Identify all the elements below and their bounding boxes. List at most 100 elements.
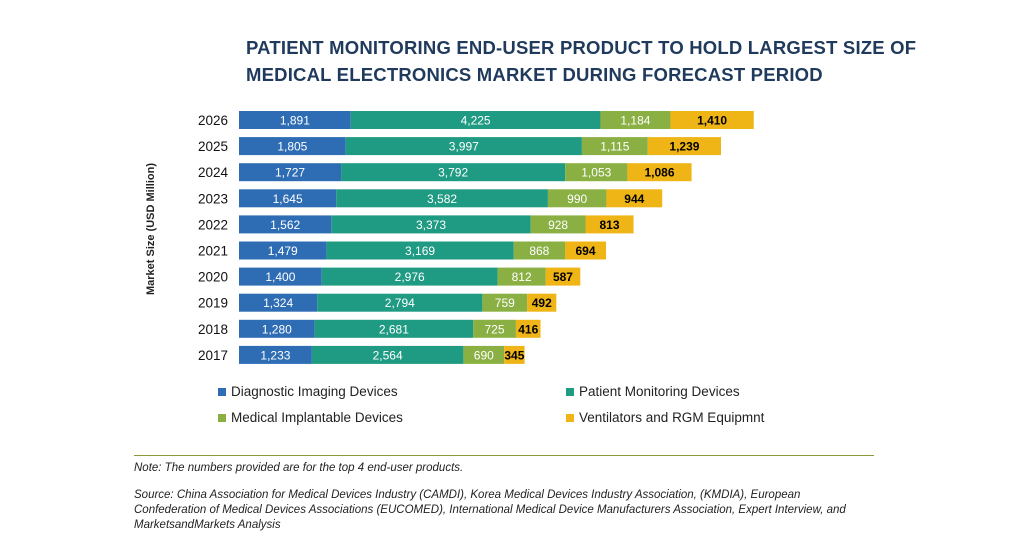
data-label: 1,324 <box>263 296 293 310</box>
bar-segment <box>627 163 692 182</box>
bar-segment <box>564 241 607 260</box>
legend-item-diagnostic-imaging: Diagnostic Imaging Devices <box>218 384 398 399</box>
legend-swatch <box>566 387 574 396</box>
y-tick-label: 2017 <box>198 348 228 363</box>
legend-item-patient-monitoring: Patient Monitoring Devices <box>566 384 740 399</box>
bar-segment <box>239 319 315 338</box>
legend-item-ventilators-rgm: Ventilators and RGM Equipmnt <box>566 410 764 425</box>
bar-segment <box>530 215 586 234</box>
legend-label: Medical Implantable Devices <box>231 410 403 425</box>
data-label: 944 <box>624 192 644 206</box>
y-tick-label: 2026 <box>198 113 228 128</box>
data-label: 3,997 <box>449 140 479 154</box>
data-label: 1,053 <box>581 166 611 180</box>
data-label: 2,794 <box>385 296 415 310</box>
y-tick-label: 2024 <box>198 165 229 180</box>
bar-segment <box>670 111 754 129</box>
data-label: 1,115 <box>600 140 629 154</box>
data-label: 2,564 <box>373 348 403 362</box>
bar-row-2020: 2020 1,400 2,976 812 587 <box>198 267 581 286</box>
data-label: 1,645 <box>273 192 303 206</box>
data-label: 1,184 <box>620 114 650 128</box>
y-axis-label: Market Size (USD Million) <box>145 163 157 295</box>
data-label: 813 <box>600 218 620 232</box>
bar-segment <box>239 189 337 208</box>
data-label: 492 <box>532 296 552 310</box>
bar-segment <box>239 111 351 129</box>
data-label: 694 <box>575 244 595 258</box>
bar-segment <box>314 319 474 338</box>
legend-label: Ventilators and RGM Equipmnt <box>579 410 765 425</box>
data-label: 1,727 <box>275 166 305 180</box>
data-label: 1,891 <box>280 114 310 128</box>
data-label: 812 <box>512 270 532 284</box>
chart-title-line-2: MEDICAL ELECTRONICS MARKET DURING FORECA… <box>246 64 823 85</box>
bar-row-2023: 2023 1,645 3,582 990 944 <box>198 189 663 208</box>
data-label: 345 <box>504 348 524 362</box>
data-label: 1,479 <box>268 244 298 258</box>
bar-segment <box>239 267 322 286</box>
data-label: 3,582 <box>427 192 457 206</box>
y-tick-label: 2018 <box>198 322 228 337</box>
y-tick-label: 2023 <box>198 191 228 206</box>
data-label: 1,233 <box>260 348 290 362</box>
legend-swatch <box>566 413 574 422</box>
bar-segment <box>473 319 516 338</box>
legend-item-medical-implantable: Medical Implantable Devices <box>218 410 403 425</box>
data-label: 1,086 <box>644 166 674 180</box>
bar-segment <box>497 267 546 286</box>
bar-segment <box>547 189 607 208</box>
bar-segment <box>239 293 318 312</box>
data-label: 1,400 <box>265 270 295 284</box>
divider <box>134 455 874 456</box>
data-label: 759 <box>495 296 515 310</box>
data-label: 3,169 <box>405 244 435 258</box>
y-tick-label: 2022 <box>198 217 228 232</box>
bar-segment <box>326 241 514 260</box>
data-label: 416 <box>518 322 538 336</box>
data-label: 928 <box>548 218 568 232</box>
bar-segment <box>515 319 541 338</box>
bar-segment <box>239 137 346 156</box>
bar-segment <box>345 137 582 156</box>
bar-row-2017: 2017 1,233 2,564 690 345 <box>198 345 525 364</box>
data-label: 1,239 <box>669 140 699 154</box>
data-label: 2,976 <box>395 270 425 284</box>
bar-segment <box>647 137 722 156</box>
bar-segment <box>317 293 483 312</box>
data-label: 4,225 <box>461 114 491 128</box>
bar-row-2026: 2026 1,891 4,225 1,184 1,410 <box>198 111 754 129</box>
legend-label: Patient Monitoring Devices <box>579 384 740 399</box>
chart-title-line-1: PATIENT MONITORING END-USER PRODUCT TO H… <box>246 37 917 58</box>
bar-segment <box>482 293 528 312</box>
bar-segment <box>545 267 581 286</box>
chart-legend: Diagnostic Imaging Devices Patient Monit… <box>218 384 818 432</box>
bar-segment <box>350 111 601 129</box>
bar-segment <box>336 189 548 208</box>
stacked-bar-chart: Market Size (USD Million) 2026 1,891 4,225 1… <box>145 111 754 364</box>
footnote: Note: The numbers provided are for the t… <box>134 462 464 474</box>
bar-segment <box>239 241 327 260</box>
y-tick-label: 2025 <box>198 139 228 154</box>
bar-row-2024: 2024 1,727 3,792 1,053 1,086 <box>198 163 692 182</box>
bar-segment <box>341 163 566 182</box>
bar-segment <box>331 215 531 234</box>
data-label: 990 <box>567 192 587 206</box>
legend-swatch <box>218 387 226 396</box>
bar-segment <box>581 137 648 156</box>
y-tick-label: 2019 <box>198 296 228 311</box>
bar-segment <box>606 189 663 208</box>
bar-row-2021: 2021 1,479 3,169 868 694 <box>198 241 607 260</box>
bar-segment <box>239 345 312 364</box>
bar-segment <box>463 345 505 364</box>
data-label: 1,410 <box>697 114 727 128</box>
data-label: 587 <box>553 270 573 284</box>
data-label: 2,681 <box>379 322 409 336</box>
legend-label: Diagnostic Imaging Devices <box>231 384 398 399</box>
bar-segment <box>311 345 464 364</box>
data-label: 3,373 <box>416 218 446 232</box>
data-label: 3,792 <box>438 166 468 180</box>
bar-row-2018: 2018 1,280 2,681 725 416 <box>198 319 541 338</box>
data-label: 690 <box>474 348 494 362</box>
bar-segment <box>585 215 634 234</box>
